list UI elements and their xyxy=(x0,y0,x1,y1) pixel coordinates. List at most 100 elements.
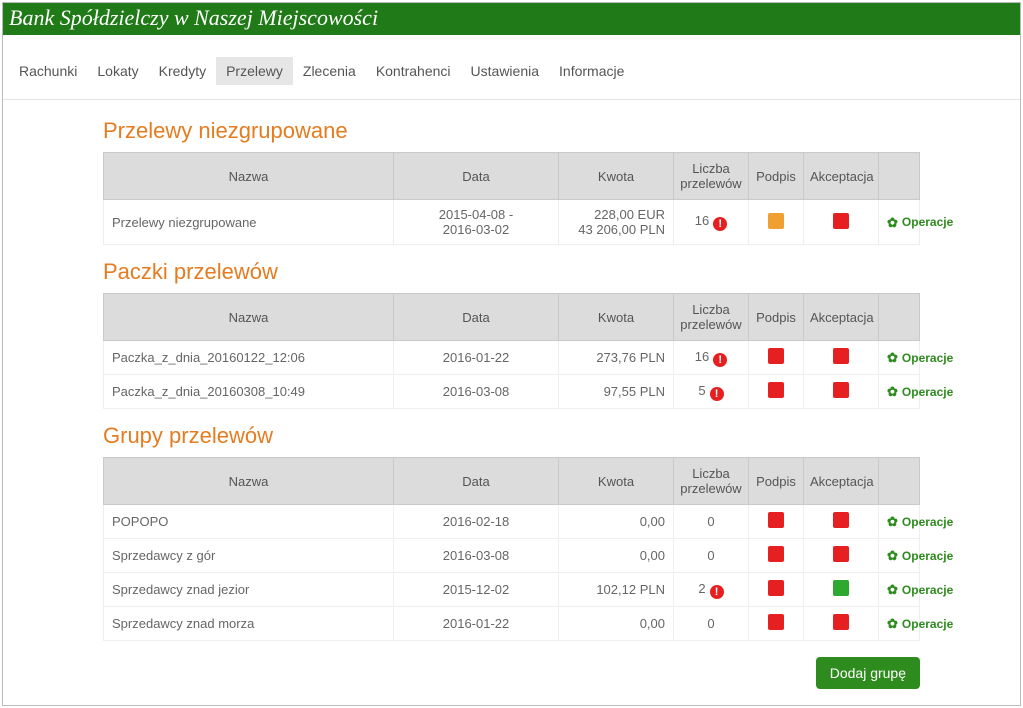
th-ops xyxy=(879,458,920,505)
th-data: Data xyxy=(394,458,559,505)
cell-count: 0 xyxy=(674,539,749,573)
add-group-button[interactable]: Dodaj grupę xyxy=(816,657,920,689)
cell-name: Przelewy niezgrupowane xyxy=(104,200,394,245)
count-value: 0 xyxy=(707,548,714,563)
operacje-label: Operacje xyxy=(902,549,953,563)
gear-icon: ✿ xyxy=(887,617,898,630)
nav-item-ustawienia[interactable]: Ustawienia xyxy=(461,57,549,85)
th-nazwa: Nazwa xyxy=(104,294,394,341)
gear-icon: ✿ xyxy=(887,515,898,528)
cell-ops: ✿Operacje xyxy=(879,375,920,409)
data-table: NazwaDataKwotaLiczba przelewówPodpisAkce… xyxy=(103,293,920,409)
table-row: Paczka_z_dnia_20160308_10:492016-03-0897… xyxy=(104,375,920,409)
cell-podpis xyxy=(749,505,804,539)
status-podpis xyxy=(768,614,784,630)
cell-amount: 102,12 PLN xyxy=(559,573,674,607)
status-podpis xyxy=(768,213,784,229)
cell-count: 16! xyxy=(674,341,749,375)
table-row: Sprzedawcy znad jezior2015-12-02102,12 P… xyxy=(104,573,920,607)
status-akceptacja xyxy=(833,382,849,398)
cell-podpis xyxy=(749,573,804,607)
operacje-label: Operacje xyxy=(902,215,953,229)
cell-ops: ✿Operacje xyxy=(879,341,920,375)
gear-icon: ✿ xyxy=(887,385,898,398)
status-akceptacja xyxy=(833,546,849,562)
cell-date: 2016-01-22 xyxy=(394,341,559,375)
th-data: Data xyxy=(394,153,559,200)
cell-akceptacja xyxy=(804,573,879,607)
operacje-link[interactable]: ✿ Operacje xyxy=(887,215,953,229)
cell-count: 2! xyxy=(674,573,749,607)
cell-date: 2016-03-08 xyxy=(394,375,559,409)
cell-ops: ✿Operacje xyxy=(879,539,920,573)
operacje-link[interactable]: ✿Operacje xyxy=(887,617,953,631)
cell-count: 0 xyxy=(674,505,749,539)
cell-akceptacja xyxy=(804,341,879,375)
table-row: POPOPO2016-02-180,000✿Operacje xyxy=(104,505,920,539)
cell-podpis xyxy=(749,200,804,245)
th-podpis: Podpis xyxy=(749,294,804,341)
main-nav: RachunkiLokatyKredytyPrzelewyZleceniaKon… xyxy=(3,35,1020,100)
operacje-label: Operacje xyxy=(902,385,953,399)
th-liczba: Liczba przelewów xyxy=(674,153,749,200)
table-row: Sprzedawcy znad morza2016-01-220,000✿Ope… xyxy=(104,607,920,641)
gear-icon: ✿ xyxy=(887,583,898,596)
status-akceptacja xyxy=(833,580,849,596)
th-data: Data xyxy=(394,294,559,341)
operacje-link[interactable]: ✿ Operacje xyxy=(887,583,953,597)
gear-icon: ✿ xyxy=(887,216,898,229)
cell-date: 2016-03-08 xyxy=(394,539,559,573)
cell-akceptacja xyxy=(804,539,879,573)
alert-icon: ! xyxy=(713,217,727,231)
cell-name: Sprzedawcy z gór xyxy=(104,539,394,573)
app-frame: Bank Spółdzielczy w Naszej Miejscowości … xyxy=(2,2,1021,706)
count-value: 16 xyxy=(695,349,709,364)
status-podpis xyxy=(768,546,784,562)
cell-ops: ✿Operacje xyxy=(879,573,920,607)
nav-item-informacje[interactable]: Informacje xyxy=(549,57,634,85)
cell-podpis xyxy=(749,341,804,375)
cell-name: POPOPO xyxy=(104,505,394,539)
cell-amount: 0,00 xyxy=(559,505,674,539)
count-value: 16 xyxy=(695,213,709,228)
cell-name: Sprzedawcy znad morza xyxy=(104,607,394,641)
operacje-link[interactable]: ✿Operacje xyxy=(887,549,953,563)
cell-podpis xyxy=(749,607,804,641)
cell-name: Paczka_z_dnia_20160122_12:06 xyxy=(104,341,394,375)
cell-ops: ✿Operacje xyxy=(879,505,920,539)
cell-akceptacja xyxy=(804,200,879,245)
th-akceptacja: Akceptacja xyxy=(804,153,879,200)
table-row: Sprzedawcy z gór2016-03-080,00 0 ✿Operacje xyxy=(104,539,920,573)
nav-item-kontrahenci[interactable]: Kontrahenci xyxy=(366,57,461,85)
gear-icon: ✿ xyxy=(887,351,898,364)
nav-item-zlecenia[interactable]: Zlecenia xyxy=(293,57,366,85)
nav-item-lokaty[interactable]: Lokaty xyxy=(87,57,148,85)
nav-item-rachunki[interactable]: Rachunki xyxy=(9,57,87,85)
status-podpis xyxy=(768,348,784,364)
nav-item-kredyty[interactable]: Kredyty xyxy=(149,57,216,85)
cell-date: 2015-12-02 xyxy=(394,573,559,607)
nav-item-przelewy[interactable]: Przelewy xyxy=(216,57,293,85)
operacje-link[interactable]: ✿Operacje xyxy=(887,351,953,365)
th-liczba: Liczba przelewów xyxy=(674,458,749,505)
cell-ops: ✿Operacje xyxy=(879,200,920,245)
cell-amount: 0,00 xyxy=(559,539,674,573)
cell-ops: ✿Operacje xyxy=(879,607,920,641)
operacje-label: Operacje xyxy=(902,515,953,529)
cell-date: 2015-04-08 -2016-03-02 xyxy=(394,200,559,245)
cell-amount: 0,00 xyxy=(559,607,674,641)
cell-date: 2016-01-22 xyxy=(394,607,559,641)
section-title: Grupy przelewów xyxy=(103,423,920,449)
operacje-link[interactable]: ✿ Operacje xyxy=(887,515,953,529)
status-akceptacja xyxy=(833,348,849,364)
operacje-link[interactable]: ✿ Operacje xyxy=(887,385,953,399)
th-nazwa: Nazwa xyxy=(104,153,394,200)
status-podpis xyxy=(768,580,784,596)
status-akceptacja xyxy=(833,512,849,528)
th-liczba: Liczba przelewów xyxy=(674,294,749,341)
bank-title: Bank Spółdzielczy w Naszej Miejscowości xyxy=(9,5,378,30)
cell-akceptacja xyxy=(804,607,879,641)
cell-akceptacja xyxy=(804,375,879,409)
operacje-label: Operacje xyxy=(902,583,953,597)
content-area: Przelewy niezgrupowane NazwaDataKwotaLicz… xyxy=(3,100,1020,705)
